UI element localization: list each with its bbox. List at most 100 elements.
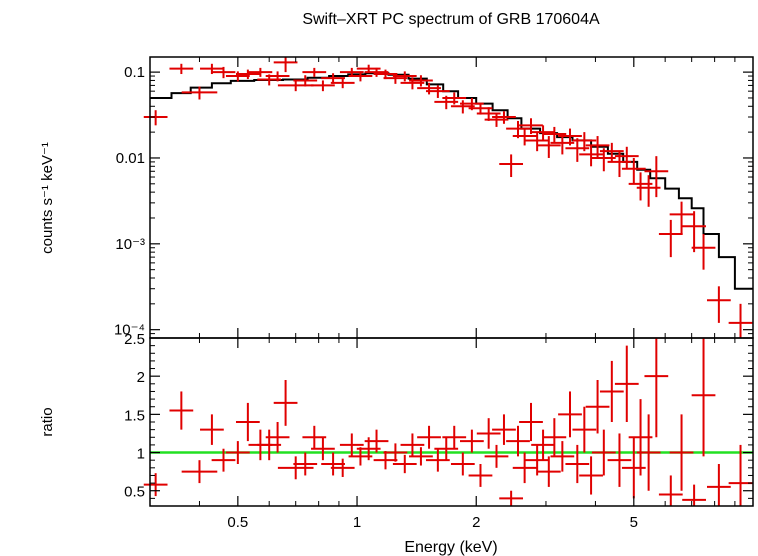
data-point [277, 80, 314, 92]
ratio-point [181, 460, 218, 484]
ratio-point [293, 452, 318, 476]
ratio-point [143, 473, 168, 497]
chart-title: Swift–XRT PC spectrum of GRB 170604A [302, 11, 600, 28]
ratio-point [644, 338, 669, 438]
ratio-point [211, 448, 236, 472]
x-tick-label: 1 [353, 514, 361, 531]
data-point [311, 80, 335, 92]
x-tick-label: 5 [630, 514, 638, 531]
ratio-point [383, 443, 408, 462]
y-tick-label: 1 [137, 446, 145, 463]
ratio-point [614, 345, 639, 422]
data-point [706, 286, 731, 323]
ratio-point [442, 425, 467, 449]
y-tick-label: 0.5 [124, 484, 145, 501]
ratio-point [450, 452, 475, 476]
ratio-point [400, 433, 425, 457]
x-tick-label: 0.5 [227, 514, 248, 531]
data-point [364, 67, 389, 77]
ratio-point [392, 454, 417, 474]
data-point [211, 66, 236, 79]
data-point [669, 201, 694, 235]
data-point [585, 136, 610, 158]
data-point [392, 71, 417, 82]
data-point [383, 73, 408, 84]
data-point [348, 71, 373, 82]
ratio-point [235, 402, 260, 442]
ratio-point [409, 447, 433, 466]
data-point [450, 100, 475, 114]
ratio-point [572, 406, 597, 453]
ratio-point [669, 414, 694, 491]
data-point [579, 145, 603, 167]
ratio-point [417, 425, 441, 449]
data-point [235, 69, 260, 80]
ratio-point [499, 490, 524, 506]
data-point [558, 128, 582, 146]
ratio-point [621, 437, 646, 499]
ratio-point [512, 452, 537, 484]
ratio-point [169, 391, 194, 430]
data-point [409, 75, 433, 87]
ratio-point [519, 402, 543, 442]
ratio-point [265, 422, 290, 453]
spectrum-y-axis-label: counts s⁻¹ keV⁻¹ [39, 142, 56, 254]
data-point [536, 136, 561, 158]
spectrum-panel: 0.1 0.01 10⁻³ 10⁻⁴ [114, 56, 754, 339]
x-axis-label: Energy (keV) [404, 539, 497, 556]
ratio-point [468, 464, 493, 487]
data-point [442, 92, 467, 105]
y-tick-label: 2 [137, 369, 145, 386]
data-point [614, 146, 639, 169]
ratio-point [636, 414, 661, 491]
ratio-point [591, 429, 616, 476]
data-point [644, 156, 669, 198]
data-point [621, 157, 646, 184]
data-point [572, 132, 597, 152]
data-point [169, 63, 194, 75]
ratio-point [682, 484, 706, 506]
ratio-point [476, 418, 501, 449]
ratio-point [565, 444, 590, 484]
ratio-point [579, 456, 603, 495]
data-point [499, 154, 524, 178]
ratio-point [550, 441, 575, 472]
data-point [302, 67, 327, 77]
data-point [330, 78, 355, 89]
data-point [519, 118, 543, 135]
ratio-point [542, 418, 567, 457]
ratio-point [558, 391, 582, 438]
ratio-point [658, 475, 683, 506]
ratio-point [607, 433, 632, 487]
spectrum-frame [149, 56, 754, 339]
ratio-point [706, 464, 731, 506]
ratio-point [277, 456, 314, 480]
y-tick-label: 10⁻⁴ [114, 322, 145, 339]
data-point [728, 303, 753, 338]
data-point [691, 234, 716, 270]
ratio-point [321, 452, 345, 476]
ratio-point [525, 444, 550, 476]
ratio-point [506, 425, 530, 457]
y-tick-label: 0.1 [124, 64, 145, 81]
ratio-point [599, 360, 624, 422]
data-point [265, 71, 290, 82]
ratio-point [273, 380, 298, 426]
data-point [273, 57, 298, 73]
ratio-point [200, 414, 224, 445]
data-point [425, 85, 450, 98]
data-point [658, 219, 683, 258]
ratio-point [691, 338, 716, 457]
data-point [531, 125, 555, 141]
data-point [143, 110, 168, 126]
data-point [181, 86, 218, 100]
data-point [512, 128, 537, 146]
ratio-point [460, 429, 484, 453]
y-tick-label: 10⁻³ [115, 236, 145, 253]
ratio-frame [149, 337, 754, 507]
model-line [150, 72, 753, 290]
ratio-point [373, 451, 398, 470]
data-point [492, 111, 516, 124]
ratio-y-axis-label: ratio [39, 407, 56, 436]
ratio-point [225, 441, 250, 464]
